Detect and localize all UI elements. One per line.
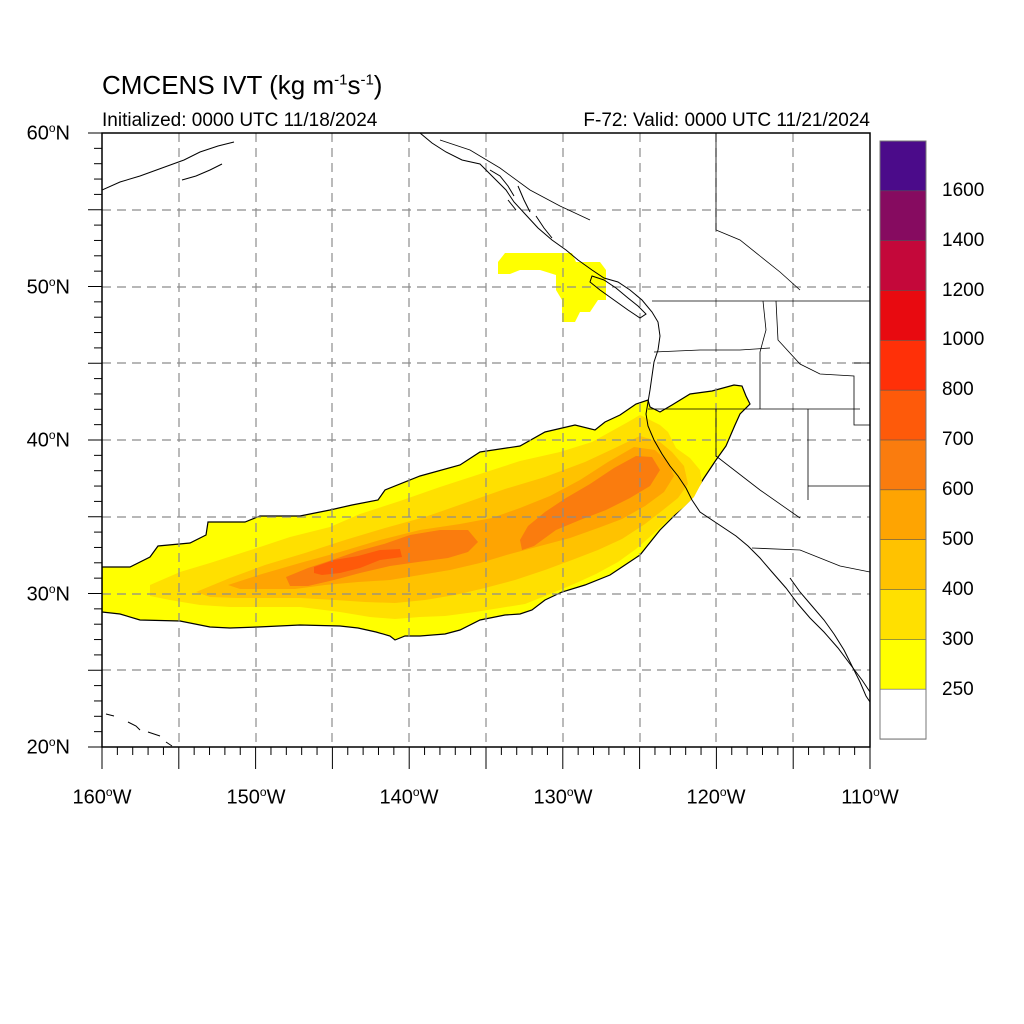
vancouver-island	[589, 275, 647, 319]
lat-label-50: 50oN	[26, 275, 70, 299]
colorbar-swatch	[879, 539, 927, 591]
lat-label-30: 30oN	[26, 582, 70, 606]
north-american-coast	[419, 133, 870, 693]
colorbar-swatch	[879, 240, 927, 292]
nevada-utah-border	[807, 409, 870, 500]
colorbar-swatch	[879, 140, 927, 192]
ivt-500-region	[228, 447, 674, 589]
hawaii-islands	[105, 713, 173, 747]
colorbar-label-1600: 1600	[942, 180, 985, 201]
colorbar-swatch	[879, 589, 927, 640]
colorbar-label-800: 800	[942, 379, 974, 400]
colorbar-label-500: 500	[942, 529, 974, 550]
gulf-of-california	[789, 577, 870, 703]
colorbar-label-1200: 1200	[942, 280, 985, 301]
colorbar-label-1000: 1000	[942, 329, 985, 350]
ivt-250-plume-north	[498, 253, 606, 322]
washington-oregon-border	[653, 347, 771, 353]
colorbar-swatch	[879, 688, 927, 740]
bc-alaska-border	[439, 139, 591, 221]
lon-label-110w: 110oW	[841, 785, 899, 809]
colorbar-swatch	[879, 389, 927, 441]
colorbar-swatch	[879, 290, 927, 341]
valid-time: F-72: Valid: 0000 UTC 11/21/2024	[583, 110, 870, 131]
yukon-border	[715, 133, 801, 291]
initialized-time: Initialized: 0000 UTC 11/18/2024	[102, 110, 378, 131]
colorbar-label-1400: 1400	[942, 230, 985, 251]
colorbar-swatch	[879, 489, 927, 541]
lat-label-60: 60oN	[26, 121, 70, 145]
idaho-border	[759, 300, 767, 409]
colorbar-label-250: 250	[942, 679, 974, 700]
coastlines	[102, 133, 870, 747]
colorbar-label-400: 400	[942, 579, 974, 600]
lon-label-150w: 150oW	[226, 785, 286, 809]
colorbar-swatch	[879, 639, 927, 690]
lat-label-20: 20oN	[26, 735, 70, 759]
map-title: CMCENS IVT (kg m-1s-1)	[102, 70, 383, 100]
alaska-panhandle-islands	[489, 169, 553, 239]
colorbar-label-700: 700	[942, 429, 974, 450]
colorbar	[879, 140, 927, 740]
axis-ticks	[88, 132, 871, 769]
colorbar-label-300: 300	[942, 629, 974, 650]
lon-label-120w: 120oW	[686, 785, 746, 809]
lon-label-140w: 140oW	[379, 785, 439, 809]
ivt-field	[102, 253, 751, 641]
mexico-border	[751, 547, 870, 573]
colorbar-swatch	[879, 439, 927, 491]
lon-label-160w: 160oW	[72, 785, 132, 809]
colorbar-frame	[879, 140, 927, 740]
political-borders	[439, 133, 870, 573]
alaska-coast	[102, 141, 235, 191]
lon-label-130w: 130oW	[533, 785, 593, 809]
graticule	[102, 133, 870, 747]
montana-border	[775, 300, 870, 426]
ivt-700-region	[314, 549, 402, 575]
lat-label-40: 40oN	[26, 428, 70, 452]
colorbar-label-600: 600	[942, 479, 974, 500]
colorbar-swatch	[879, 340, 927, 391]
california-nevada-border	[715, 409, 801, 519]
colorbar-swatch	[879, 190, 927, 242]
